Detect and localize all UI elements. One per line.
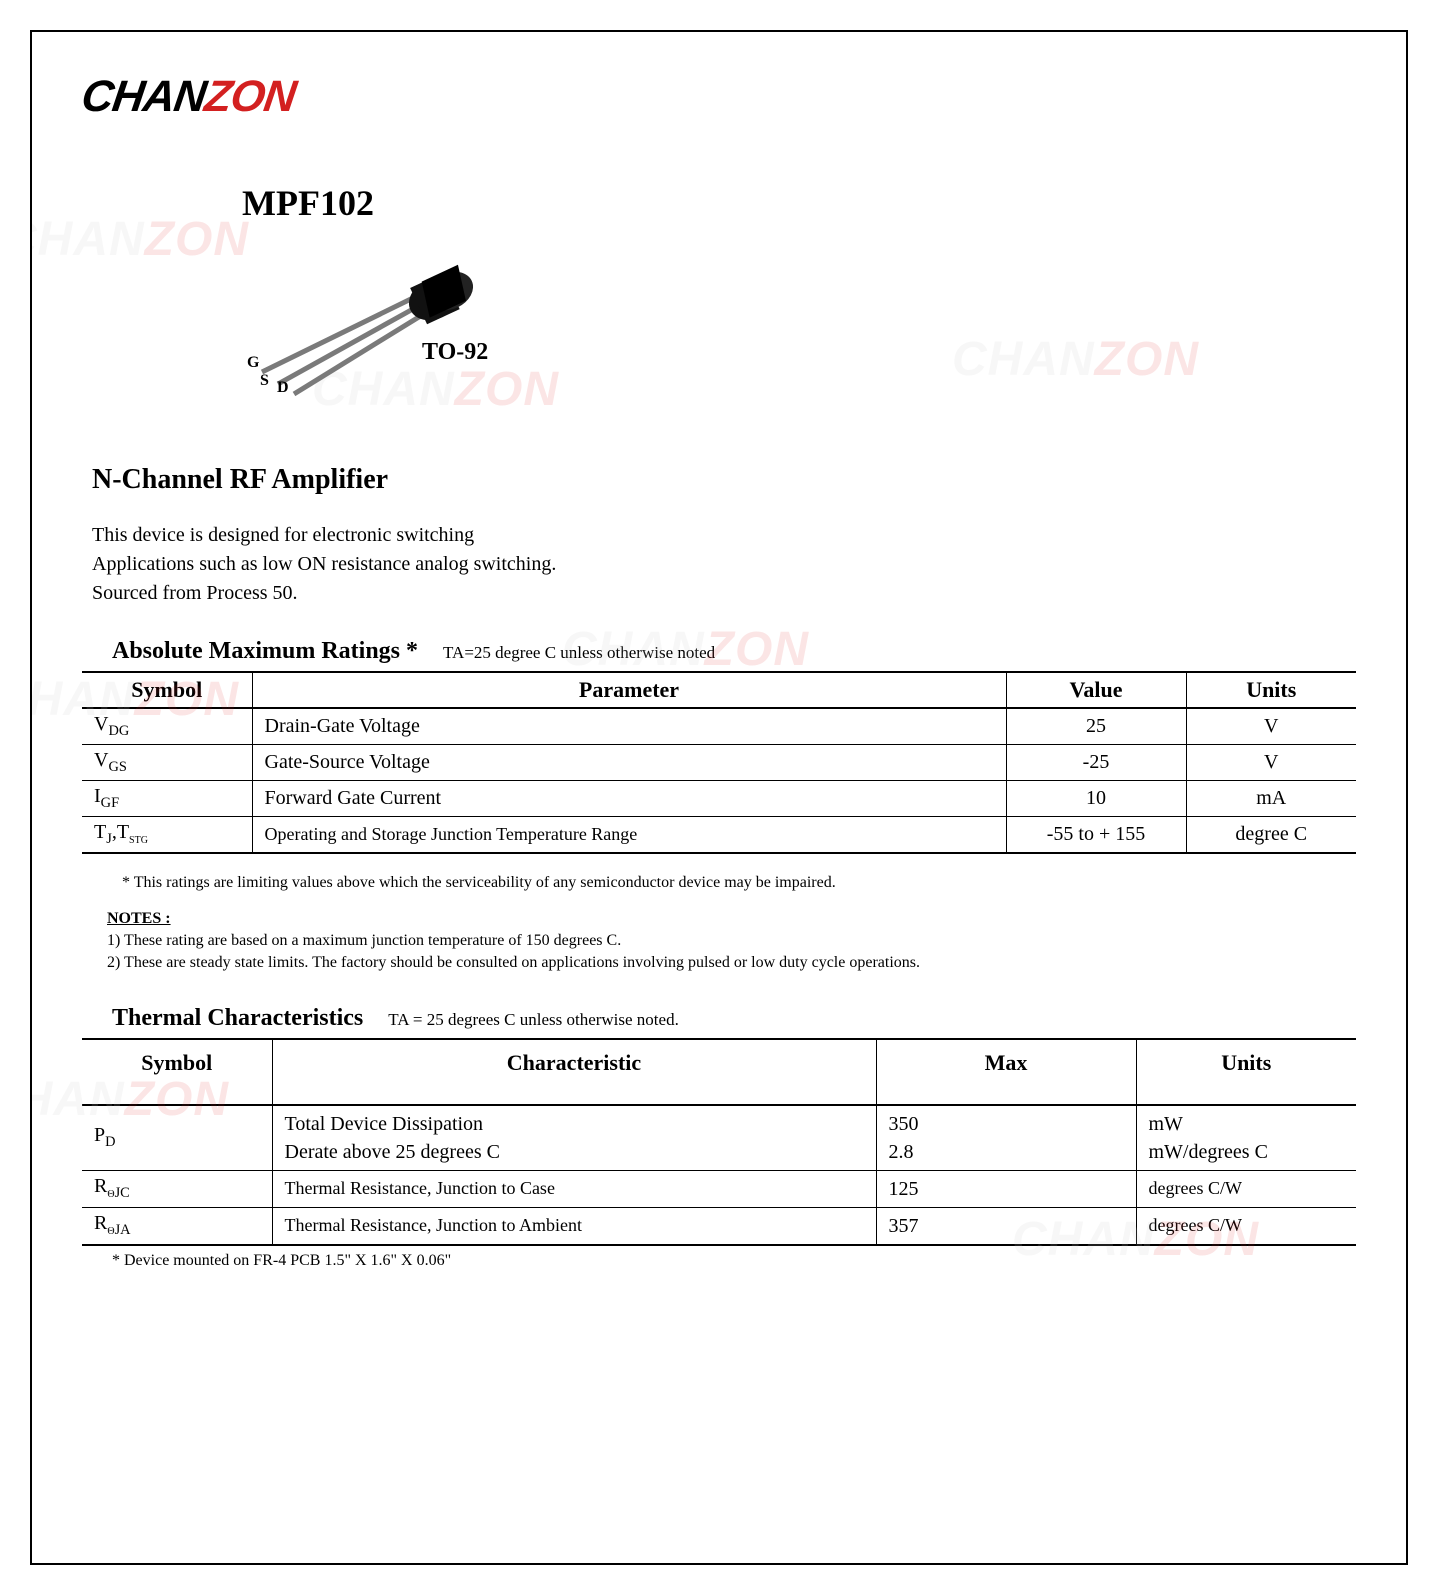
cell-characteristic: Total Device DissipationDerate above 25 … [272,1105,876,1171]
cell-max: 125 [876,1170,1136,1207]
brand-logo: CHANZON [78,72,1359,122]
pin-label-g: G [247,354,259,372]
cell-parameter: Forward Gate Current [252,781,1006,817]
cell-symbol: TJ,Tstg [82,817,252,854]
cell-value: -25 [1006,745,1186,781]
table-row: VGSGate-Source Voltage-25V [82,745,1356,781]
col-units: Units [1186,672,1356,708]
pin-label-s: S [260,372,269,390]
col-max: Max [876,1039,1136,1105]
desc-line: Applications such as low ON resistance a… [92,550,1356,579]
table-row: IGFForward Gate Current10mA [82,781,1356,817]
ratings-condition: TA=25 degree C unless otherwise noted [443,643,715,663]
table-row: RθJAThermal Resistance, Junction to Ambi… [82,1207,1356,1245]
thermal-footnote: * Device mounted on FR-4 PCB 1.5" X 1.6"… [112,1252,1356,1270]
ratings-table: Symbol Parameter Value Units VDGDrain-Ga… [82,671,1356,854]
cell-symbol: PD [82,1105,272,1171]
cell-value: 25 [1006,708,1186,745]
table-row: TJ,TstgOperating and Storage Junction Te… [82,817,1356,854]
desc-line: Sourced from Process 50. [92,579,1356,608]
component-figure: G S D TO-92 [242,244,542,404]
col-symbol: Symbol [82,672,252,708]
cell-units: mWmW/degrees C [1136,1105,1356,1171]
cell-characteristic: Thermal Resistance, Junction to Ambient [272,1207,876,1245]
thermal-condition: TA = 25 degrees C unless otherwise noted… [388,1010,679,1030]
ratings-footnote: * This ratings are limiting values above… [122,874,1356,892]
ratings-header-row: Symbol Parameter Value Units [82,672,1356,708]
package-label: TO-92 [422,339,488,366]
cell-max: 3502.8 [876,1105,1136,1171]
col-value: Value [1006,672,1186,708]
cell-parameter: Drain-Gate Voltage [252,708,1006,745]
col-units: Units [1136,1039,1356,1105]
part-block: MPF102 G S D TO-92 [242,182,1356,404]
cell-symbol: RθJC [82,1170,272,1207]
thermal-header-row: Symbol Characteristic Max Units [82,1039,1356,1105]
cell-symbol: RθJA [82,1207,272,1245]
desc-line: This device is designed for electronic s… [92,521,1356,550]
ratings-header: Absolute Maximum Ratings * TA=25 degree … [112,638,1356,665]
cell-parameter: Operating and Storage Junction Temperatu… [252,817,1006,854]
cell-symbol: VDG [82,708,252,745]
table-row: RθJCThermal Resistance, Junction to Case… [82,1170,1356,1207]
watermark: CHANZON [30,212,249,267]
device-subtitle: N-Channel RF Amplifier [92,464,1356,496]
cell-units: degrees C/W [1136,1207,1356,1245]
thermal-table: Symbol Characteristic Max Units PDTotal … [82,1038,1356,1246]
cell-symbol: VGS [82,745,252,781]
cell-max: 357 [876,1207,1136,1245]
cell-units: mA [1186,781,1356,817]
thermal-header: Thermal Characteristics TA = 25 degrees … [112,1005,1356,1032]
thermal-title: Thermal Characteristics [112,1005,363,1032]
cell-symbol: IGF [82,781,252,817]
cell-units: V [1186,708,1356,745]
note-line: 2) These are steady state limits. The fa… [107,952,1356,974]
cell-units: degrees C/W [1136,1170,1356,1207]
part-number: MPF102 [242,182,1356,224]
col-parameter: Parameter [252,672,1006,708]
logo-prefix: CHAN [79,72,209,121]
col-characteristic: Characteristic [272,1039,876,1105]
pin-label-d: D [277,379,289,397]
cell-characteristic: Thermal Resistance, Junction to Case [272,1170,876,1207]
cell-units: V [1186,745,1356,781]
cell-parameter: Gate-Source Voltage [252,745,1006,781]
datasheet-page: CHANZON CHANZON CHANZON CHANZON CHANZON … [30,30,1408,1565]
col-symbol: Symbol [82,1039,272,1105]
device-description: This device is designed for electronic s… [92,521,1356,608]
notes-header: NOTES : [107,910,1356,928]
table-row: VDGDrain-Gate Voltage25V [82,708,1356,745]
cell-value: -55 to + 155 [1006,817,1186,854]
ratings-title: Absolute Maximum Ratings * [112,638,418,665]
cell-value: 10 [1006,781,1186,817]
cell-units: degree C [1186,817,1356,854]
table-row: PDTotal Device DissipationDerate above 2… [82,1105,1356,1171]
note-line: 1) These rating are based on a maximum j… [107,930,1356,952]
logo-suffix: ZON [202,72,299,121]
